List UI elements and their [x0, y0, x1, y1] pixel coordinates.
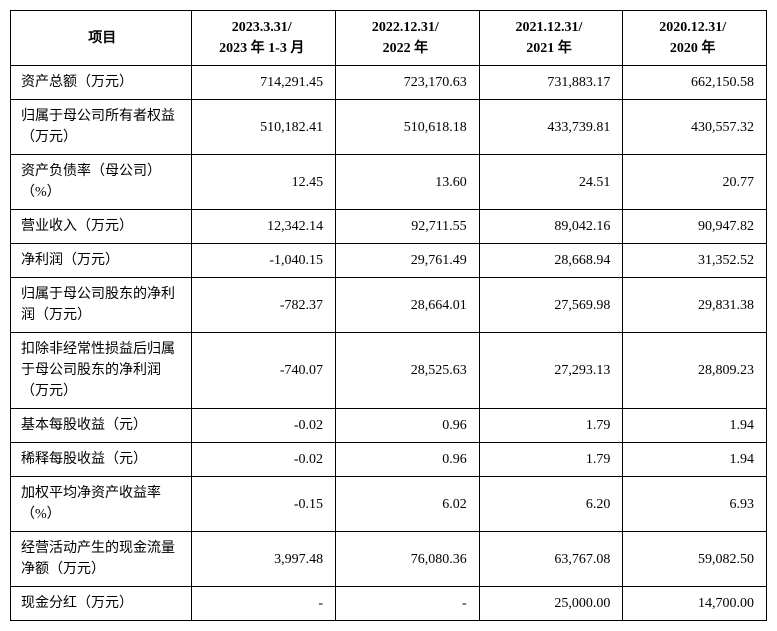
table-row: 资产负债率（母公司）（%）12.4513.6024.5120.77	[11, 155, 767, 210]
row-value: 0.96	[336, 443, 480, 477]
table-row: 净利润（万元）-1,040.1529,761.4928,668.9431,352…	[11, 244, 767, 278]
row-value: -0.02	[192, 443, 336, 477]
row-label: 营业收入（万元）	[11, 210, 192, 244]
row-value: 14,700.00	[623, 587, 767, 621]
table-row: 经营活动产生的现金流量净额（万元）3,997.4876,080.3663,767…	[11, 532, 767, 587]
row-value: 29,831.38	[623, 278, 767, 333]
table-body: 资产总额（万元）714,291.45723,170.63731,883.1766…	[11, 66, 767, 621]
table-row: 加权平均净资产收益率（%）-0.156.026.206.93	[11, 477, 767, 532]
row-label: 净利润（万元）	[11, 244, 192, 278]
row-value: -1,040.15	[192, 244, 336, 278]
row-value: 1.79	[479, 443, 623, 477]
row-value: 27,569.98	[479, 278, 623, 333]
row-value: -782.37	[192, 278, 336, 333]
row-value: 28,664.01	[336, 278, 480, 333]
row-label: 基本每股收益（元）	[11, 409, 192, 443]
row-value: 59,082.50	[623, 532, 767, 587]
row-value: 0.96	[336, 409, 480, 443]
header-period-2: 2022.12.31/2022 年	[336, 11, 480, 66]
row-label: 扣除非经常性损益后归属于母公司股东的净利润（万元）	[11, 333, 192, 409]
row-value: -740.07	[192, 333, 336, 409]
row-value: 89,042.16	[479, 210, 623, 244]
row-value: 1.94	[623, 443, 767, 477]
table-row: 现金分红（万元）--25,000.0014,700.00	[11, 587, 767, 621]
row-label: 经营活动产生的现金流量净额（万元）	[11, 532, 192, 587]
row-value: 13.60	[336, 155, 480, 210]
row-value: 6.20	[479, 477, 623, 532]
row-label: 归属于母公司股东的净利润（万元）	[11, 278, 192, 333]
table-row: 基本每股收益（元）-0.020.961.791.94	[11, 409, 767, 443]
header-period-3: 2021.12.31/2021 年	[479, 11, 623, 66]
row-label: 稀释每股收益（元）	[11, 443, 192, 477]
row-label: 资产负债率（母公司）（%）	[11, 155, 192, 210]
row-value: 6.02	[336, 477, 480, 532]
row-value: 3,997.48	[192, 532, 336, 587]
row-value: 12,342.14	[192, 210, 336, 244]
row-value: 662,150.58	[623, 66, 767, 100]
header-period-4: 2020.12.31/2020 年	[623, 11, 767, 66]
row-label: 归属于母公司所有者权益（万元）	[11, 100, 192, 155]
row-value: 76,080.36	[336, 532, 480, 587]
row-value: 6.93	[623, 477, 767, 532]
row-value: 92,711.55	[336, 210, 480, 244]
table-row: 稀释每股收益（元）-0.020.961.791.94	[11, 443, 767, 477]
financial-data-table: 项目 2023.3.31/2023 年 1-3 月 2022.12.31/202…	[10, 10, 767, 621]
row-value: 1.94	[623, 409, 767, 443]
table-row: 资产总额（万元）714,291.45723,170.63731,883.1766…	[11, 66, 767, 100]
row-value: 1.79	[479, 409, 623, 443]
header-period-1: 2023.3.31/2023 年 1-3 月	[192, 11, 336, 66]
row-value: 714,291.45	[192, 66, 336, 100]
row-value: 12.45	[192, 155, 336, 210]
row-value: 723,170.63	[336, 66, 480, 100]
row-value: 20.77	[623, 155, 767, 210]
table-row: 归属于母公司所有者权益（万元）510,182.41510,618.18433,7…	[11, 100, 767, 155]
row-value: -0.15	[192, 477, 336, 532]
table-row: 归属于母公司股东的净利润（万元）-782.3728,664.0127,569.9…	[11, 278, 767, 333]
row-label: 加权平均净资产收益率（%）	[11, 477, 192, 532]
row-value: 90,947.82	[623, 210, 767, 244]
row-label: 资产总额（万元）	[11, 66, 192, 100]
row-value: 28,525.63	[336, 333, 480, 409]
table-row: 扣除非经常性损益后归属于母公司股东的净利润（万元）-740.0728,525.6…	[11, 333, 767, 409]
row-value: 25,000.00	[479, 587, 623, 621]
row-value: 430,557.32	[623, 100, 767, 155]
row-value: 731,883.17	[479, 66, 623, 100]
row-value: 63,767.08	[479, 532, 623, 587]
table-header-row: 项目 2023.3.31/2023 年 1-3 月 2022.12.31/202…	[11, 11, 767, 66]
row-value: -0.02	[192, 409, 336, 443]
row-value: 27,293.13	[479, 333, 623, 409]
row-value: 433,739.81	[479, 100, 623, 155]
row-value: 510,182.41	[192, 100, 336, 155]
row-label: 现金分红（万元）	[11, 587, 192, 621]
header-item: 项目	[11, 11, 192, 66]
row-value: 29,761.49	[336, 244, 480, 278]
row-value: 31,352.52	[623, 244, 767, 278]
row-value: -	[336, 587, 480, 621]
row-value: 28,809.23	[623, 333, 767, 409]
row-value: -	[192, 587, 336, 621]
row-value: 510,618.18	[336, 100, 480, 155]
row-value: 28,668.94	[479, 244, 623, 278]
row-value: 24.51	[479, 155, 623, 210]
table-row: 营业收入（万元）12,342.1492,711.5589,042.1690,94…	[11, 210, 767, 244]
